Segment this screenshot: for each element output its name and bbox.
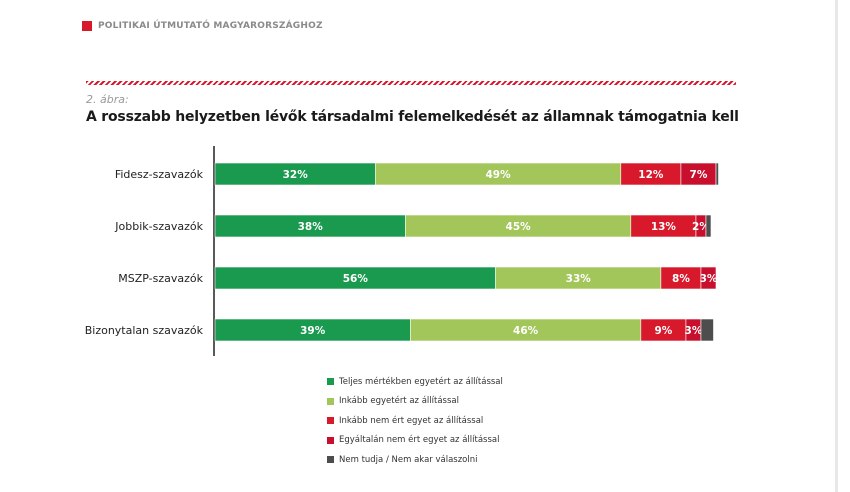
data-label: 8% bbox=[672, 273, 690, 285]
data-label: 13% bbox=[651, 221, 677, 233]
header-square-icon bbox=[82, 21, 92, 31]
legend-item: Egyáltalán nem ért egyet az állítással bbox=[327, 431, 503, 451]
legend-label: Egyáltalán nem ért egyet az állítással bbox=[339, 435, 500, 446]
bar-segment bbox=[705, 214, 712, 238]
data-label: 56% bbox=[343, 273, 369, 285]
legend-label: Inkább egyetért az állítással bbox=[339, 396, 459, 407]
category-label: Jobbik-szavazók bbox=[114, 220, 203, 233]
legend-swatch bbox=[327, 417, 334, 425]
legend-item: Inkább egyetért az állítással bbox=[327, 392, 503, 412]
legend-swatch bbox=[327, 397, 334, 405]
data-label: 12% bbox=[638, 169, 664, 181]
stacked-bar-chart: Fidesz-szavazók 32% 49% 12% 7% Jobbik-szavazó… bbox=[85, 146, 719, 356]
bar-segment bbox=[700, 266, 717, 290]
legend-item: Inkább nem ért egyet az állítással bbox=[327, 411, 503, 431]
figure-label: 2. ábra: bbox=[86, 93, 129, 106]
data-label: 49% bbox=[485, 169, 511, 181]
bar-segment bbox=[700, 318, 714, 342]
bar-segment bbox=[715, 162, 719, 186]
data-label: 7% bbox=[690, 169, 708, 181]
category-label: Bizonytalan szavazók bbox=[85, 324, 204, 337]
data-label: 45% bbox=[506, 221, 532, 233]
data-label: 46% bbox=[513, 325, 539, 337]
category-label: Fidesz-szavazók bbox=[115, 168, 204, 181]
legend-label: Nem tudja / Nem akar válaszolni bbox=[339, 454, 478, 465]
data-label: 33% bbox=[566, 273, 592, 285]
legend-item: Teljes mértékben egyetért az állítással bbox=[327, 372, 503, 392]
legend-swatch bbox=[327, 436, 334, 444]
data-label: 3% bbox=[700, 273, 718, 285]
chart-legend: Teljes mértékben egyetért az állítással I… bbox=[327, 372, 503, 470]
page-header: POLITIKAI ÚTMUTATÓ MAGYARORSZÁGHOZ bbox=[82, 21, 323, 31]
figure-title: A rosszabb helyzetben lévők társadalmi f… bbox=[86, 109, 739, 125]
legend-item: Nem tudja / Nem akar válaszolni bbox=[327, 450, 503, 470]
legend-swatch bbox=[327, 456, 334, 464]
data-label: 3% bbox=[685, 325, 703, 337]
header-text: POLITIKAI ÚTMUTATÓ MAGYARORSZÁGHOZ bbox=[98, 21, 323, 31]
data-label: 32% bbox=[283, 169, 309, 181]
legend-label: Inkább nem ért egyet az állítással bbox=[339, 415, 484, 426]
data-label: 38% bbox=[298, 221, 324, 233]
category-label: MSZP-szavazók bbox=[118, 272, 203, 285]
legend-swatch bbox=[327, 378, 334, 386]
data-label: 9% bbox=[654, 325, 672, 337]
hatched-divider bbox=[86, 81, 736, 85]
legend-label: Teljes mértékben egyetért az állítással bbox=[339, 376, 503, 387]
data-label: 39% bbox=[300, 325, 326, 337]
page-edge bbox=[835, 0, 838, 492]
